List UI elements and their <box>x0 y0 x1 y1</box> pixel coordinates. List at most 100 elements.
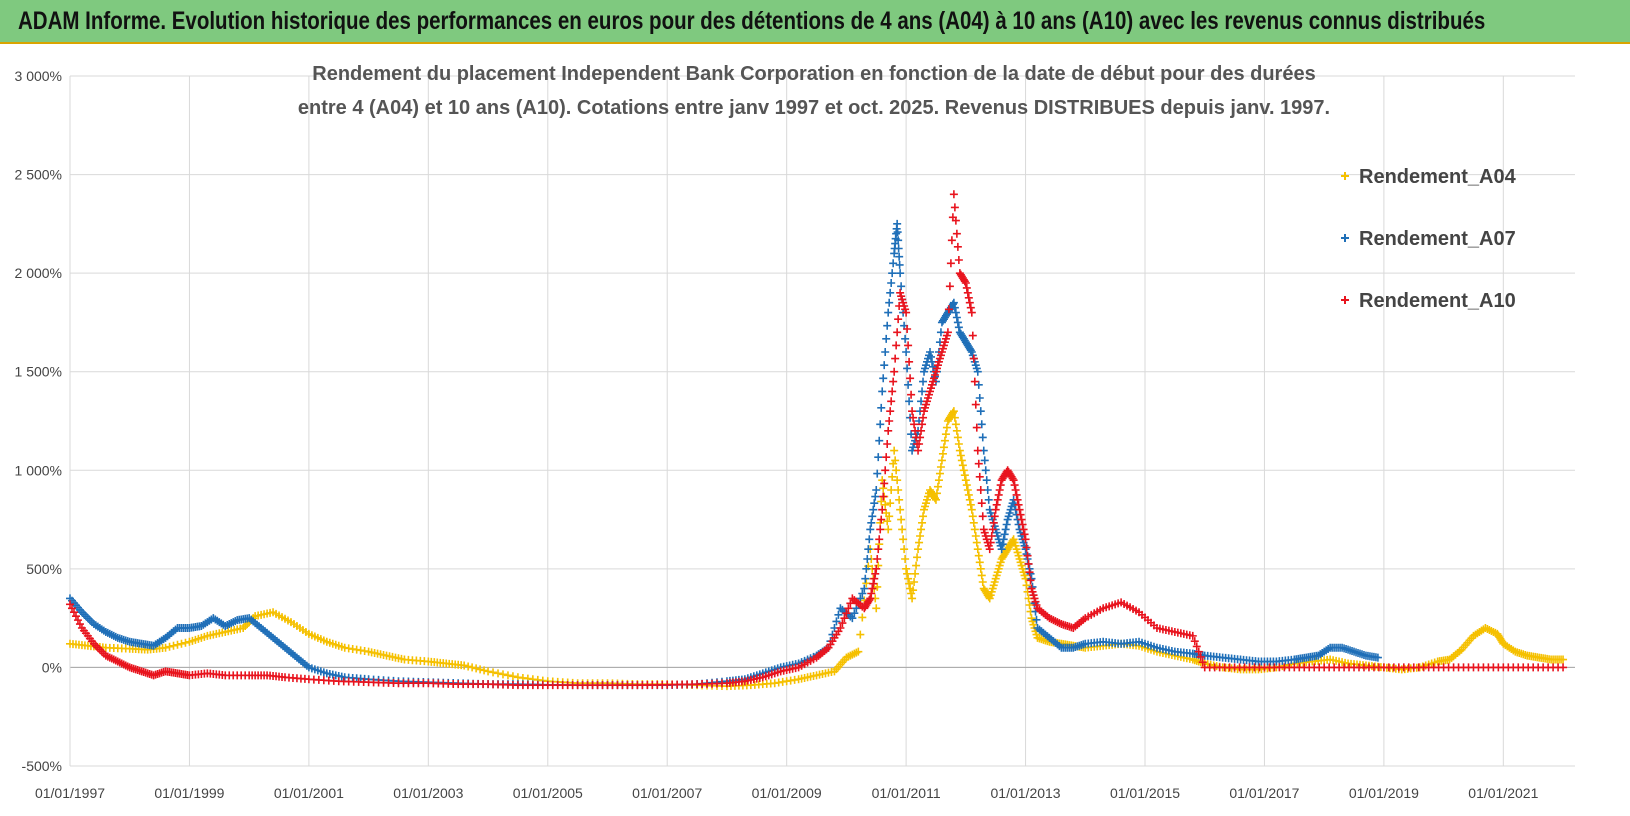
data-point-interp <box>977 571 986 580</box>
data-point-interp <box>888 387 897 396</box>
data-point-interp <box>1032 615 1041 624</box>
data-point-interp <box>464 662 473 671</box>
data-point-interp <box>919 512 928 521</box>
data-point-interp <box>970 377 979 386</box>
data-point-interp <box>1013 495 1022 504</box>
data-point-interp <box>932 489 941 498</box>
data-point <box>872 564 881 573</box>
data-point <box>908 407 917 416</box>
data-point-interp <box>885 417 894 425</box>
data-point-interp <box>832 617 841 626</box>
data-point <box>1373 653 1382 662</box>
data-point-interp <box>984 495 993 504</box>
data-point <box>985 545 994 554</box>
data-point-interp <box>867 518 876 527</box>
data-point-interp <box>1196 652 1205 661</box>
data-point-interp <box>992 500 1001 509</box>
data-point-interp <box>972 538 981 547</box>
x-tick-label: 01/01/2003 <box>393 785 463 801</box>
data-point-interp <box>173 640 182 649</box>
data-point-interp <box>840 614 849 623</box>
data-point-interp <box>999 535 1008 544</box>
data-point <box>902 564 911 573</box>
data-point-interp <box>889 259 898 268</box>
data-point <box>884 525 893 534</box>
data-point-interp <box>865 596 874 605</box>
data-point <box>872 486 881 494</box>
data-point-interp <box>978 578 987 586</box>
data-point-interp <box>873 469 882 478</box>
data-point-interp <box>911 569 920 578</box>
data-point <box>949 190 958 199</box>
data-point-interp <box>871 492 880 501</box>
data-point-interp <box>863 555 872 563</box>
data-point <box>937 456 946 465</box>
data-point-interp <box>904 574 913 583</box>
chart-area: -500% 0% 500% 1 000% 1 500% 2 000% 2 500% 3 000… <box>0 46 1630 816</box>
data-point-interp <box>1011 486 1020 494</box>
data-point-interp <box>1000 530 1009 539</box>
data-point-interp <box>968 512 977 521</box>
data-point-interp <box>874 453 883 462</box>
series-Rendement_A10 <box>66 190 1568 690</box>
data-point <box>914 446 923 455</box>
data-point-interp <box>876 525 885 534</box>
legend-label: Rendement_A07 <box>1359 228 1516 250</box>
data-point-interp <box>905 397 914 406</box>
data-point-interp <box>978 512 987 521</box>
data-point <box>1015 505 1024 514</box>
x-tick-label: 01/01/2017 <box>1229 785 1299 801</box>
data-point-interp <box>982 476 991 485</box>
data-point-interp <box>489 668 498 677</box>
data-point <box>926 348 934 356</box>
y-axis-ticks: -500% 0% 500% 1 000% 1 500% 2 000% 2 500% 3 000… <box>15 68 62 774</box>
data-point-interp <box>987 532 996 540</box>
data-point <box>902 308 911 317</box>
data-point-interp <box>1022 543 1031 552</box>
data-point-interp <box>901 334 910 343</box>
data-point <box>484 667 493 676</box>
data-point-interp <box>177 639 186 648</box>
data-point-interp <box>910 420 919 429</box>
y-tick-label: 2 500% <box>15 167 62 183</box>
data-point-interp <box>871 569 880 578</box>
data-point-interp <box>1019 525 1028 534</box>
data-point-interp <box>954 256 963 264</box>
data-point-interp <box>936 463 945 471</box>
data-point-interp <box>864 545 873 554</box>
data-point-interp <box>951 216 960 225</box>
data-point <box>973 446 982 455</box>
data-point-interp <box>907 390 916 399</box>
data-point-interp <box>948 408 957 417</box>
data-point <box>967 505 976 514</box>
data-point-interp <box>875 436 884 445</box>
data-point-interp <box>1002 520 1011 529</box>
x-tick-label: 01/01/2019 <box>1349 785 1419 801</box>
data-point-interp <box>940 436 949 445</box>
data-point <box>890 446 899 455</box>
data-point <box>902 348 911 356</box>
data-point-interp <box>944 305 953 314</box>
data-point-interp <box>889 377 898 386</box>
x-tick-label: 01/01/2005 <box>513 785 583 801</box>
data-point <box>884 426 893 435</box>
data-point-interp <box>963 486 972 494</box>
data-point-interp <box>965 298 974 307</box>
data-point-interp <box>876 420 885 429</box>
data-point-interp <box>898 525 907 534</box>
data-point <box>991 505 1000 514</box>
data-point-interp <box>881 466 890 475</box>
data-point-interp <box>1023 551 1032 560</box>
x-tick-label: 01/01/2021 <box>1468 785 1538 801</box>
data-point-interp <box>893 328 902 337</box>
data-point-interp <box>964 490 973 499</box>
data-point-interp <box>977 420 986 429</box>
data-point-interp <box>901 555 910 563</box>
data-point-interp <box>928 362 937 371</box>
data-point-interp <box>869 579 878 588</box>
data-point-interp <box>966 346 975 355</box>
data-point-interp <box>1194 647 1203 656</box>
data-point-interp <box>856 630 865 639</box>
data-point-interp <box>918 420 927 429</box>
data-point-interp <box>869 505 878 514</box>
